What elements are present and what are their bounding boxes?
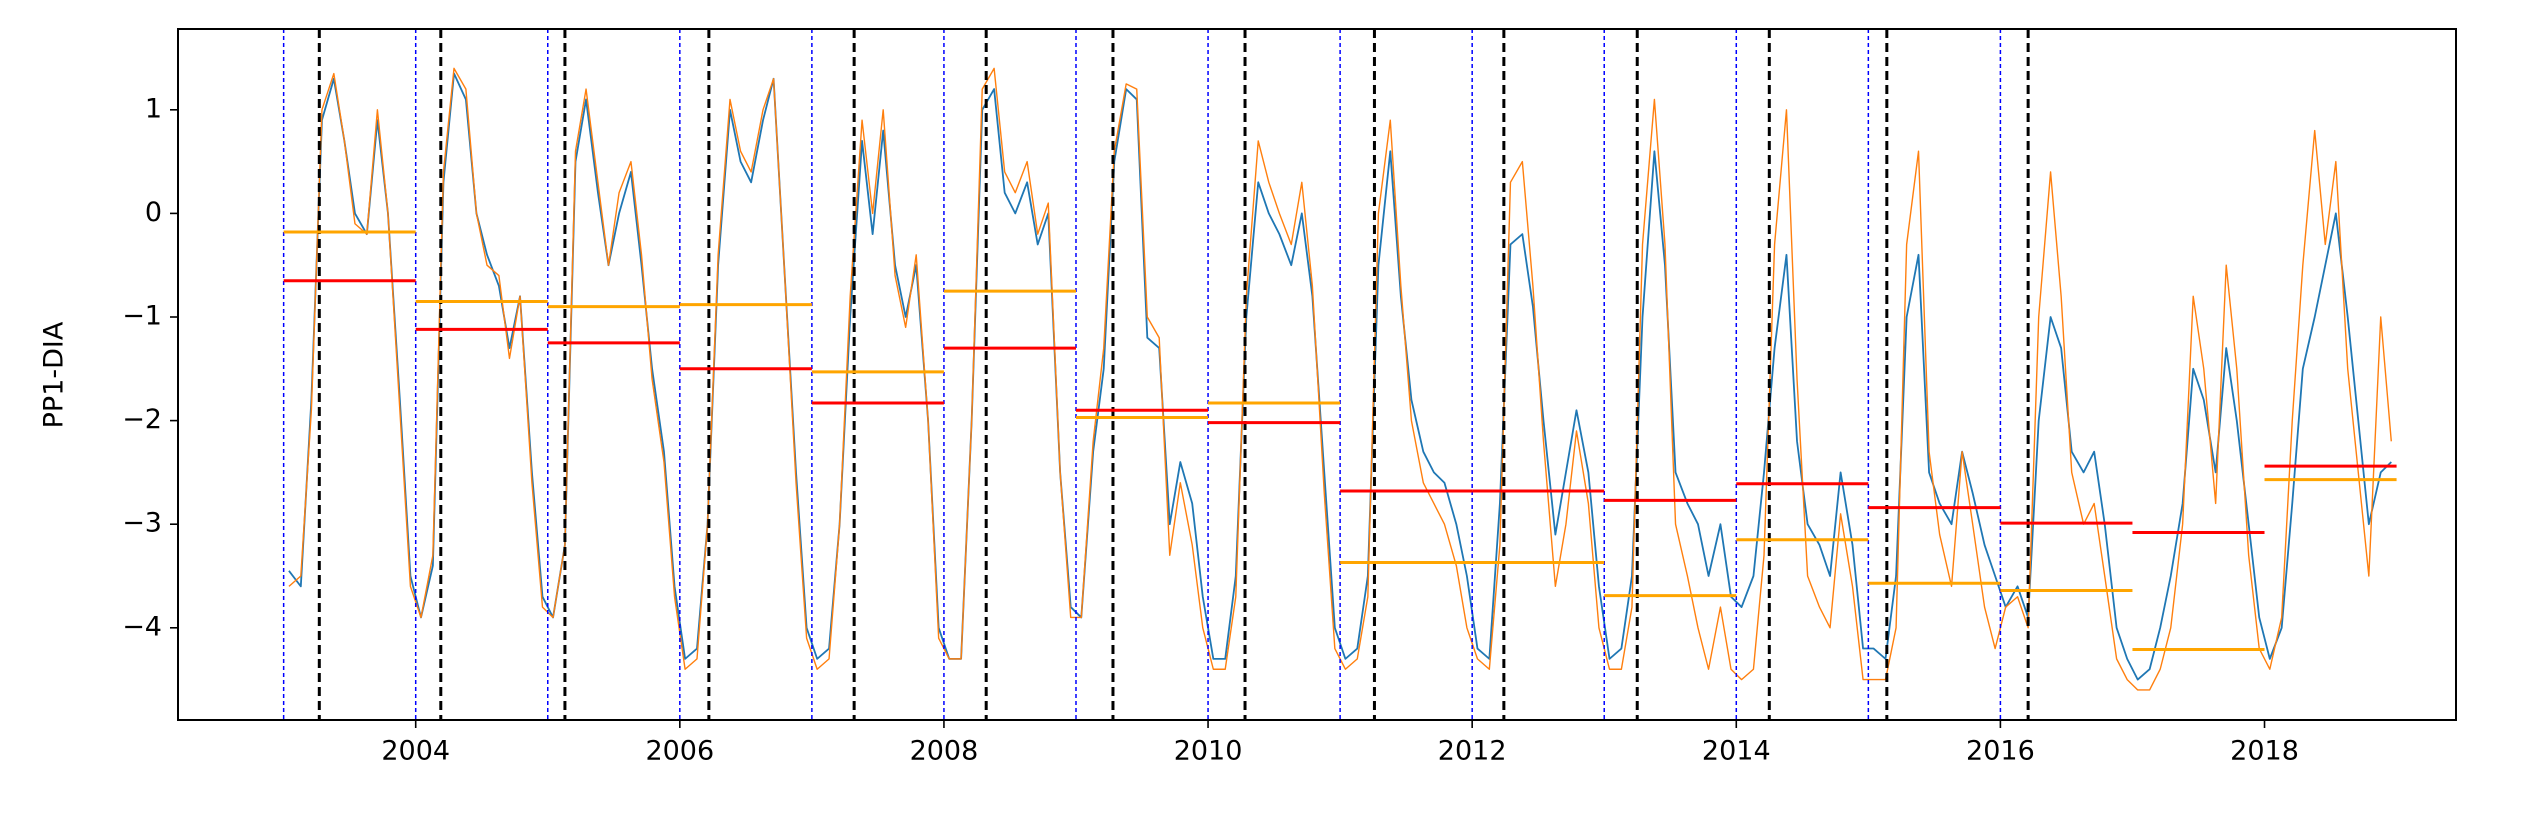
x-tick-label: 2004 <box>381 736 450 767</box>
plot-frame <box>177 28 2457 721</box>
x-tick-label: 2010 <box>1174 736 1243 767</box>
x-tick-label: 2008 <box>910 736 979 767</box>
series-line <box>288 67 2392 691</box>
x-tick-label: 2016 <box>1966 736 2035 767</box>
x-tick-label: 2014 <box>1702 736 1771 767</box>
x-tick-label: 2006 <box>645 736 714 767</box>
y-tick-label: 1 <box>145 93 162 124</box>
x-tick-label: 2018 <box>2230 736 2299 767</box>
y-tick-label: −2 <box>122 404 162 435</box>
y-tick-label: 0 <box>145 197 162 228</box>
y-tick-label: −4 <box>122 611 162 642</box>
x-tick-label: 2012 <box>1438 736 1507 767</box>
y-tick-label: −3 <box>122 508 162 539</box>
y-tick-label: −1 <box>122 301 162 332</box>
y-axis-label: PP1-DIA <box>39 321 70 428</box>
series-line <box>288 72 2392 681</box>
